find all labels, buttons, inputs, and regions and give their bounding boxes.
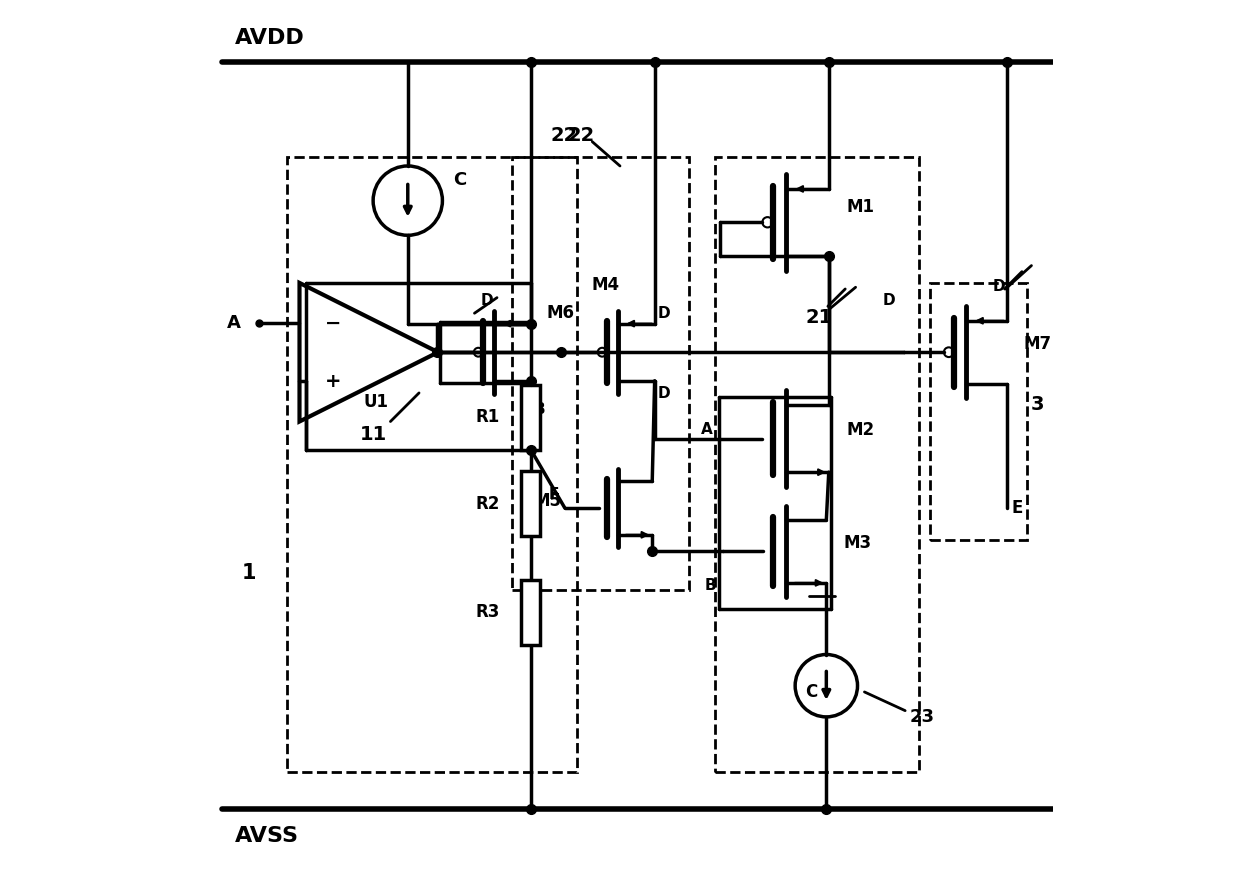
Text: M4: M4	[591, 275, 619, 294]
Bar	[521, 580, 541, 645]
Text: R2: R2	[475, 494, 500, 513]
Text: F: F	[549, 487, 559, 501]
Text: M2: M2	[847, 421, 875, 439]
Text: E: E	[1012, 499, 1023, 517]
Text: A: A	[701, 422, 713, 437]
Text: D: D	[658, 387, 671, 401]
Text: 1: 1	[242, 563, 257, 583]
Text: −: −	[325, 314, 341, 333]
Text: 11: 11	[360, 425, 387, 444]
Text: D: D	[992, 279, 1004, 294]
Text: AVDD: AVDD	[234, 28, 304, 48]
Text: B: B	[533, 401, 546, 417]
Text: C: C	[453, 171, 466, 189]
Text: A: A	[227, 314, 241, 332]
Text: U1: U1	[363, 393, 388, 411]
Text: 22: 22	[551, 126, 578, 145]
Text: D: D	[883, 293, 895, 308]
Text: C: C	[805, 683, 817, 701]
Text: R3: R3	[475, 603, 500, 621]
Bar	[521, 471, 541, 536]
Bar	[930, 283, 1027, 541]
Text: D: D	[480, 293, 494, 308]
Text: M5: M5	[533, 492, 562, 510]
Text: B: B	[704, 578, 717, 594]
Bar	[715, 157, 919, 773]
Text: 21: 21	[806, 308, 833, 327]
Text: R1: R1	[475, 408, 500, 426]
Text: AVSS: AVSS	[234, 826, 299, 846]
Text: M1: M1	[847, 198, 875, 216]
Bar	[521, 385, 541, 449]
Text: 23: 23	[909, 708, 935, 726]
Text: +: +	[325, 372, 341, 391]
Text: M3: M3	[843, 534, 872, 552]
Text: M7: M7	[1024, 335, 1052, 353]
Text: 3: 3	[1030, 395, 1044, 414]
Bar	[286, 157, 577, 773]
Bar	[512, 157, 689, 590]
Text: M6: M6	[547, 304, 574, 322]
Text: 22: 22	[568, 126, 595, 145]
Text: D: D	[658, 306, 671, 321]
